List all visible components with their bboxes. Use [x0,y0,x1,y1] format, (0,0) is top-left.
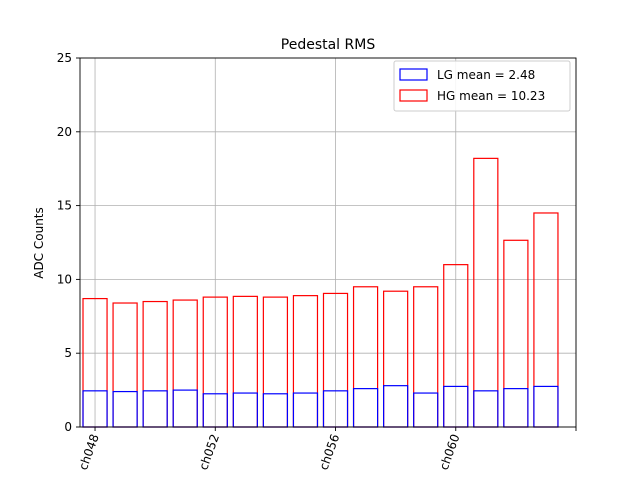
legend-label: HG mean = 10.23 [437,89,545,103]
legend-swatch [399,89,428,102]
bar [292,392,319,428]
legend-label: LG mean = 2.48 [437,68,535,82]
legend-box [393,60,571,112]
y-axis-label: ADC Counts [32,207,46,279]
bar [533,212,559,428]
bar [413,392,439,428]
plot-frame [79,57,577,428]
y-tick-label: 10 [57,272,72,286]
x-tick-label: ch048 [76,432,102,472]
bar [142,300,168,428]
y-tick-label: 25 [57,51,72,65]
bar [473,390,499,428]
bar [262,393,289,428]
bar [232,295,258,428]
bar [142,390,168,428]
x-tick-label: ch052 [196,432,222,472]
chart-title: Pedestal RMS [281,37,376,53]
bar [413,286,439,428]
bar [503,239,529,428]
bar [262,296,289,428]
grid-lines [80,57,577,428]
x-tick-label: ch060 [437,432,463,472]
bar [112,390,138,428]
y-tick-label: 0 [64,420,72,434]
bar [383,385,409,428]
y-tick-label: 5 [64,346,72,360]
bar [473,157,499,428]
bar [503,388,529,428]
bar [172,299,198,428]
legend: LG mean = 2.48 HG mean = 10.23 [393,60,571,112]
bar [383,290,409,428]
legend-swatch [399,68,428,81]
bar [292,295,319,428]
bar [172,389,198,428]
bar [232,392,258,428]
bar [112,302,138,428]
y-tick-label: 20 [57,125,72,139]
bar [352,388,379,428]
bar [533,385,559,428]
bar [352,286,379,428]
bars [82,157,559,428]
y-tick-label: 15 [57,199,72,213]
x-tick-label: ch056 [316,432,342,472]
